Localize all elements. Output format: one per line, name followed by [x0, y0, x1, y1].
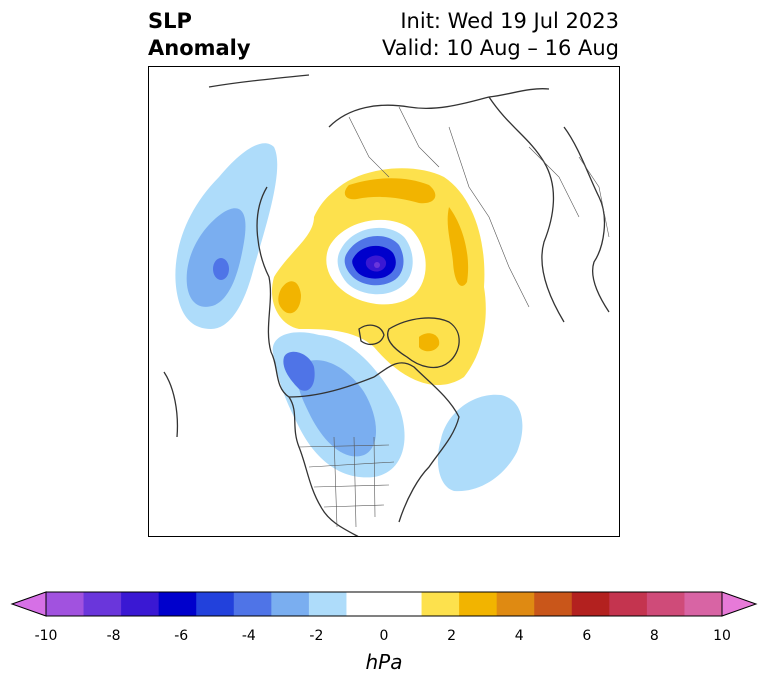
colorbar-segment [83, 592, 122, 616]
map-panel [148, 66, 620, 537]
colorbar-segment [684, 592, 723, 616]
colorbar-tick-label: -4 [241, 628, 256, 644]
map-title: SLP Anomaly [148, 8, 251, 62]
colorbar-segment [384, 592, 423, 616]
country-borders [298, 106, 610, 528]
colorbar-segment [534, 592, 573, 616]
colorbar-segment [571, 592, 610, 616]
colorbar-segment [308, 592, 347, 616]
colorbar-tick-label: -6 [174, 628, 189, 644]
forecast-dates: Init: Wed 19 Jul 2023 Valid: 10 Aug – 16… [382, 8, 619, 62]
colorbar-segment [196, 592, 235, 616]
colorbar-unit-label: hPa [365, 650, 403, 674]
colorbar-tick-label: 0 [379, 628, 389, 644]
colorbar-tick-label: 6 [582, 628, 592, 644]
pacific-low-anomaly [175, 143, 278, 329]
colorbar-segment [121, 592, 160, 616]
valid-range: Valid: 10 Aug – 16 Aug [381, 36, 619, 60]
title-line-2: Anomaly [148, 36, 251, 60]
colorbar [10, 591, 758, 617]
colorbar-segment [646, 592, 685, 616]
colorbar-frame [45, 591, 723, 617]
colorbar-tick-label: 2 [447, 628, 457, 644]
colorbar-tick-label: 4 [514, 628, 524, 644]
colorbar-tick-label: -2 [309, 628, 324, 644]
coastlines [163, 74, 610, 536]
colorbar-segment [233, 592, 272, 616]
colorbar-min-extend-arrow [10, 591, 47, 617]
colorbar-segment [46, 592, 85, 616]
colorbar-tick-label: -10 [34, 628, 58, 644]
colorbar-tick-label: 10 [713, 628, 731, 644]
colorbar-max-extend-arrow [721, 591, 758, 617]
atlantic-low-anomaly [437, 394, 523, 492]
colorbar-segment [421, 592, 460, 616]
colorbar-tick-label: 8 [649, 628, 659, 644]
colorbar-segment [496, 592, 535, 616]
arctic-low-anomaly [326, 219, 426, 305]
anomaly-map [163, 74, 610, 536]
init-date: Init: Wed 19 Jul 2023 [400, 9, 619, 33]
colorbar-segment [459, 592, 498, 616]
colorbar-segment [609, 592, 648, 616]
colorbar-segment [346, 592, 385, 616]
colorbar-segment [271, 592, 310, 616]
colorbar-tick-label: -8 [106, 628, 121, 644]
title-line-1: SLP [148, 9, 192, 33]
colorbar-segment [158, 592, 197, 616]
